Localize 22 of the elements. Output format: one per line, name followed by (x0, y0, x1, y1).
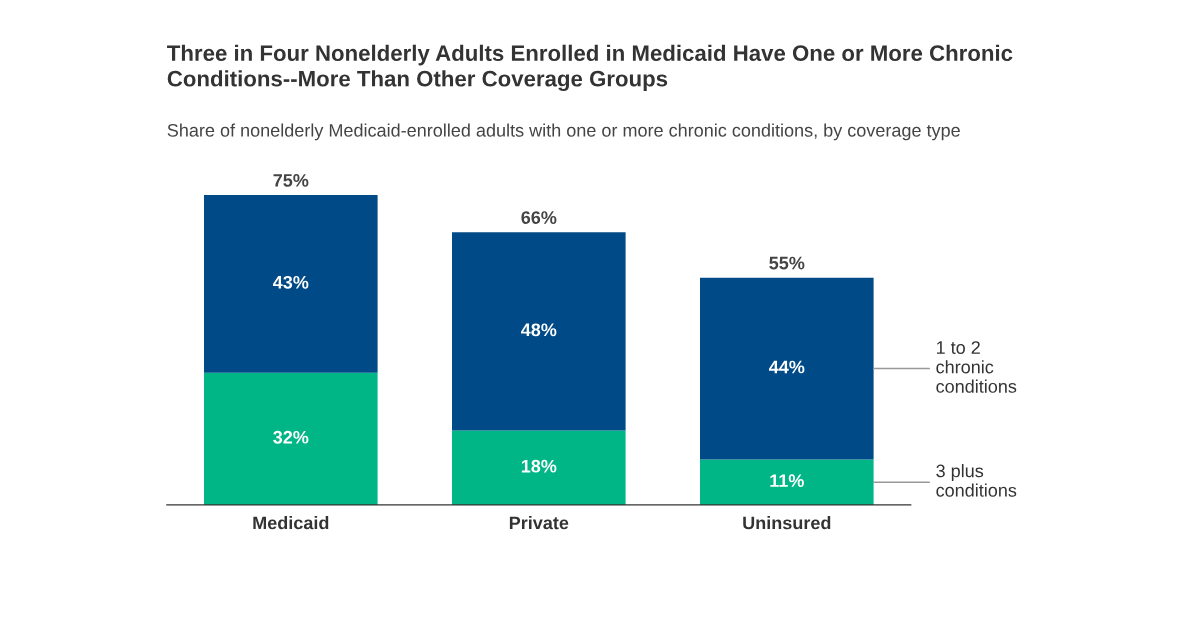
data-label: 43% (273, 275, 309, 289)
total-label: 75% (273, 174, 309, 187)
bar (204, 194, 378, 373)
bar (204, 372, 378, 505)
data-label: 44% (769, 360, 805, 374)
total-label: 55% (769, 256, 805, 270)
x-tick-label: Private (509, 516, 569, 530)
bar (700, 277, 874, 460)
total-label: 66% (521, 211, 557, 224)
bar (452, 232, 626, 431)
data-label: 32% (273, 430, 309, 444)
bar (452, 430, 626, 505)
bar (700, 459, 874, 505)
text: 3 plus conditions (936, 464, 1017, 497)
chart-title: Three in Four Nonelderly Adults Enrolled in Medicaid Have One or More Chronic Conditions--More Than Other Coverage Groups (167, 44, 1013, 92)
x-tick-label: Medicaid (253, 516, 329, 530)
x-tick-label: Uninsured (743, 516, 831, 530)
data-label: 48% (521, 323, 557, 337)
data-label: 11% (770, 474, 804, 487)
text: 1 to 2 chronic conditions (936, 341, 1017, 393)
data-label: 18% (521, 459, 557, 473)
chart-subtitle: Share of nonelderly Medicaid-enrolled adults with one or more chronic conditions, by coverage type (167, 123, 960, 141)
